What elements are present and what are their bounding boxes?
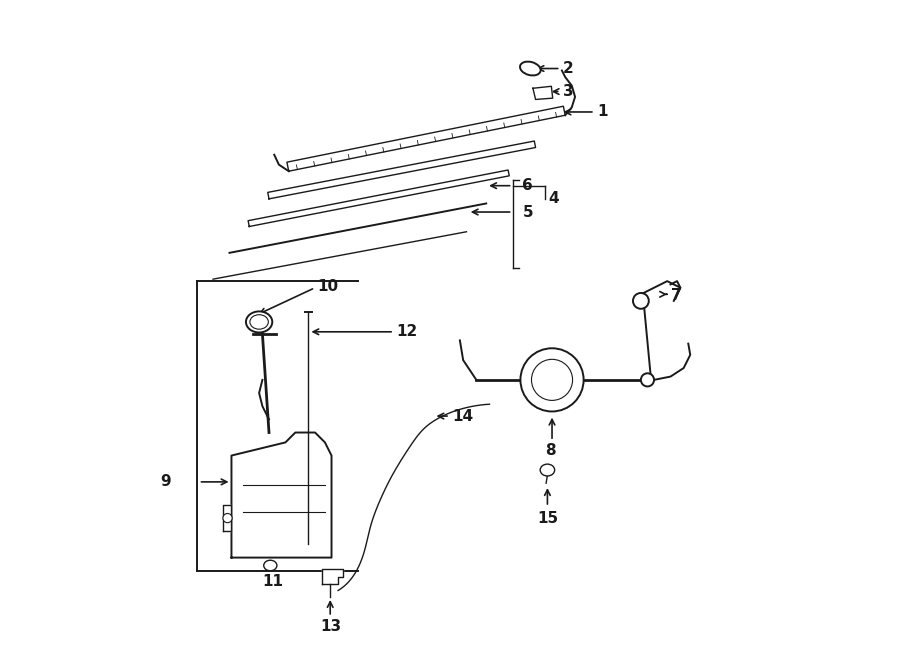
Polygon shape (533, 87, 553, 99)
Text: 2: 2 (563, 61, 574, 76)
Circle shape (520, 348, 583, 411)
Polygon shape (223, 505, 231, 531)
Text: 4: 4 (549, 191, 560, 206)
Text: 14: 14 (452, 408, 473, 424)
Text: 15: 15 (537, 510, 559, 525)
Ellipse shape (520, 61, 541, 75)
Text: 11: 11 (263, 574, 284, 590)
Polygon shape (248, 170, 509, 227)
Text: 5: 5 (522, 204, 533, 219)
Text: 1: 1 (598, 104, 608, 120)
Text: 9: 9 (160, 475, 171, 489)
Text: 10: 10 (317, 279, 338, 294)
Text: 7: 7 (670, 288, 681, 303)
Text: 12: 12 (396, 325, 418, 339)
Circle shape (641, 373, 654, 387)
Text: 3: 3 (563, 84, 574, 99)
Ellipse shape (250, 315, 268, 329)
Text: 6: 6 (522, 178, 533, 193)
Text: 13: 13 (320, 619, 341, 634)
Ellipse shape (264, 561, 277, 570)
Polygon shape (267, 141, 536, 199)
Circle shape (223, 514, 232, 523)
Ellipse shape (246, 311, 273, 332)
Polygon shape (322, 569, 344, 584)
Text: 8: 8 (545, 444, 556, 459)
Circle shape (633, 293, 649, 309)
Ellipse shape (540, 464, 554, 476)
Polygon shape (287, 106, 565, 171)
Polygon shape (231, 432, 331, 558)
Circle shape (532, 360, 572, 401)
